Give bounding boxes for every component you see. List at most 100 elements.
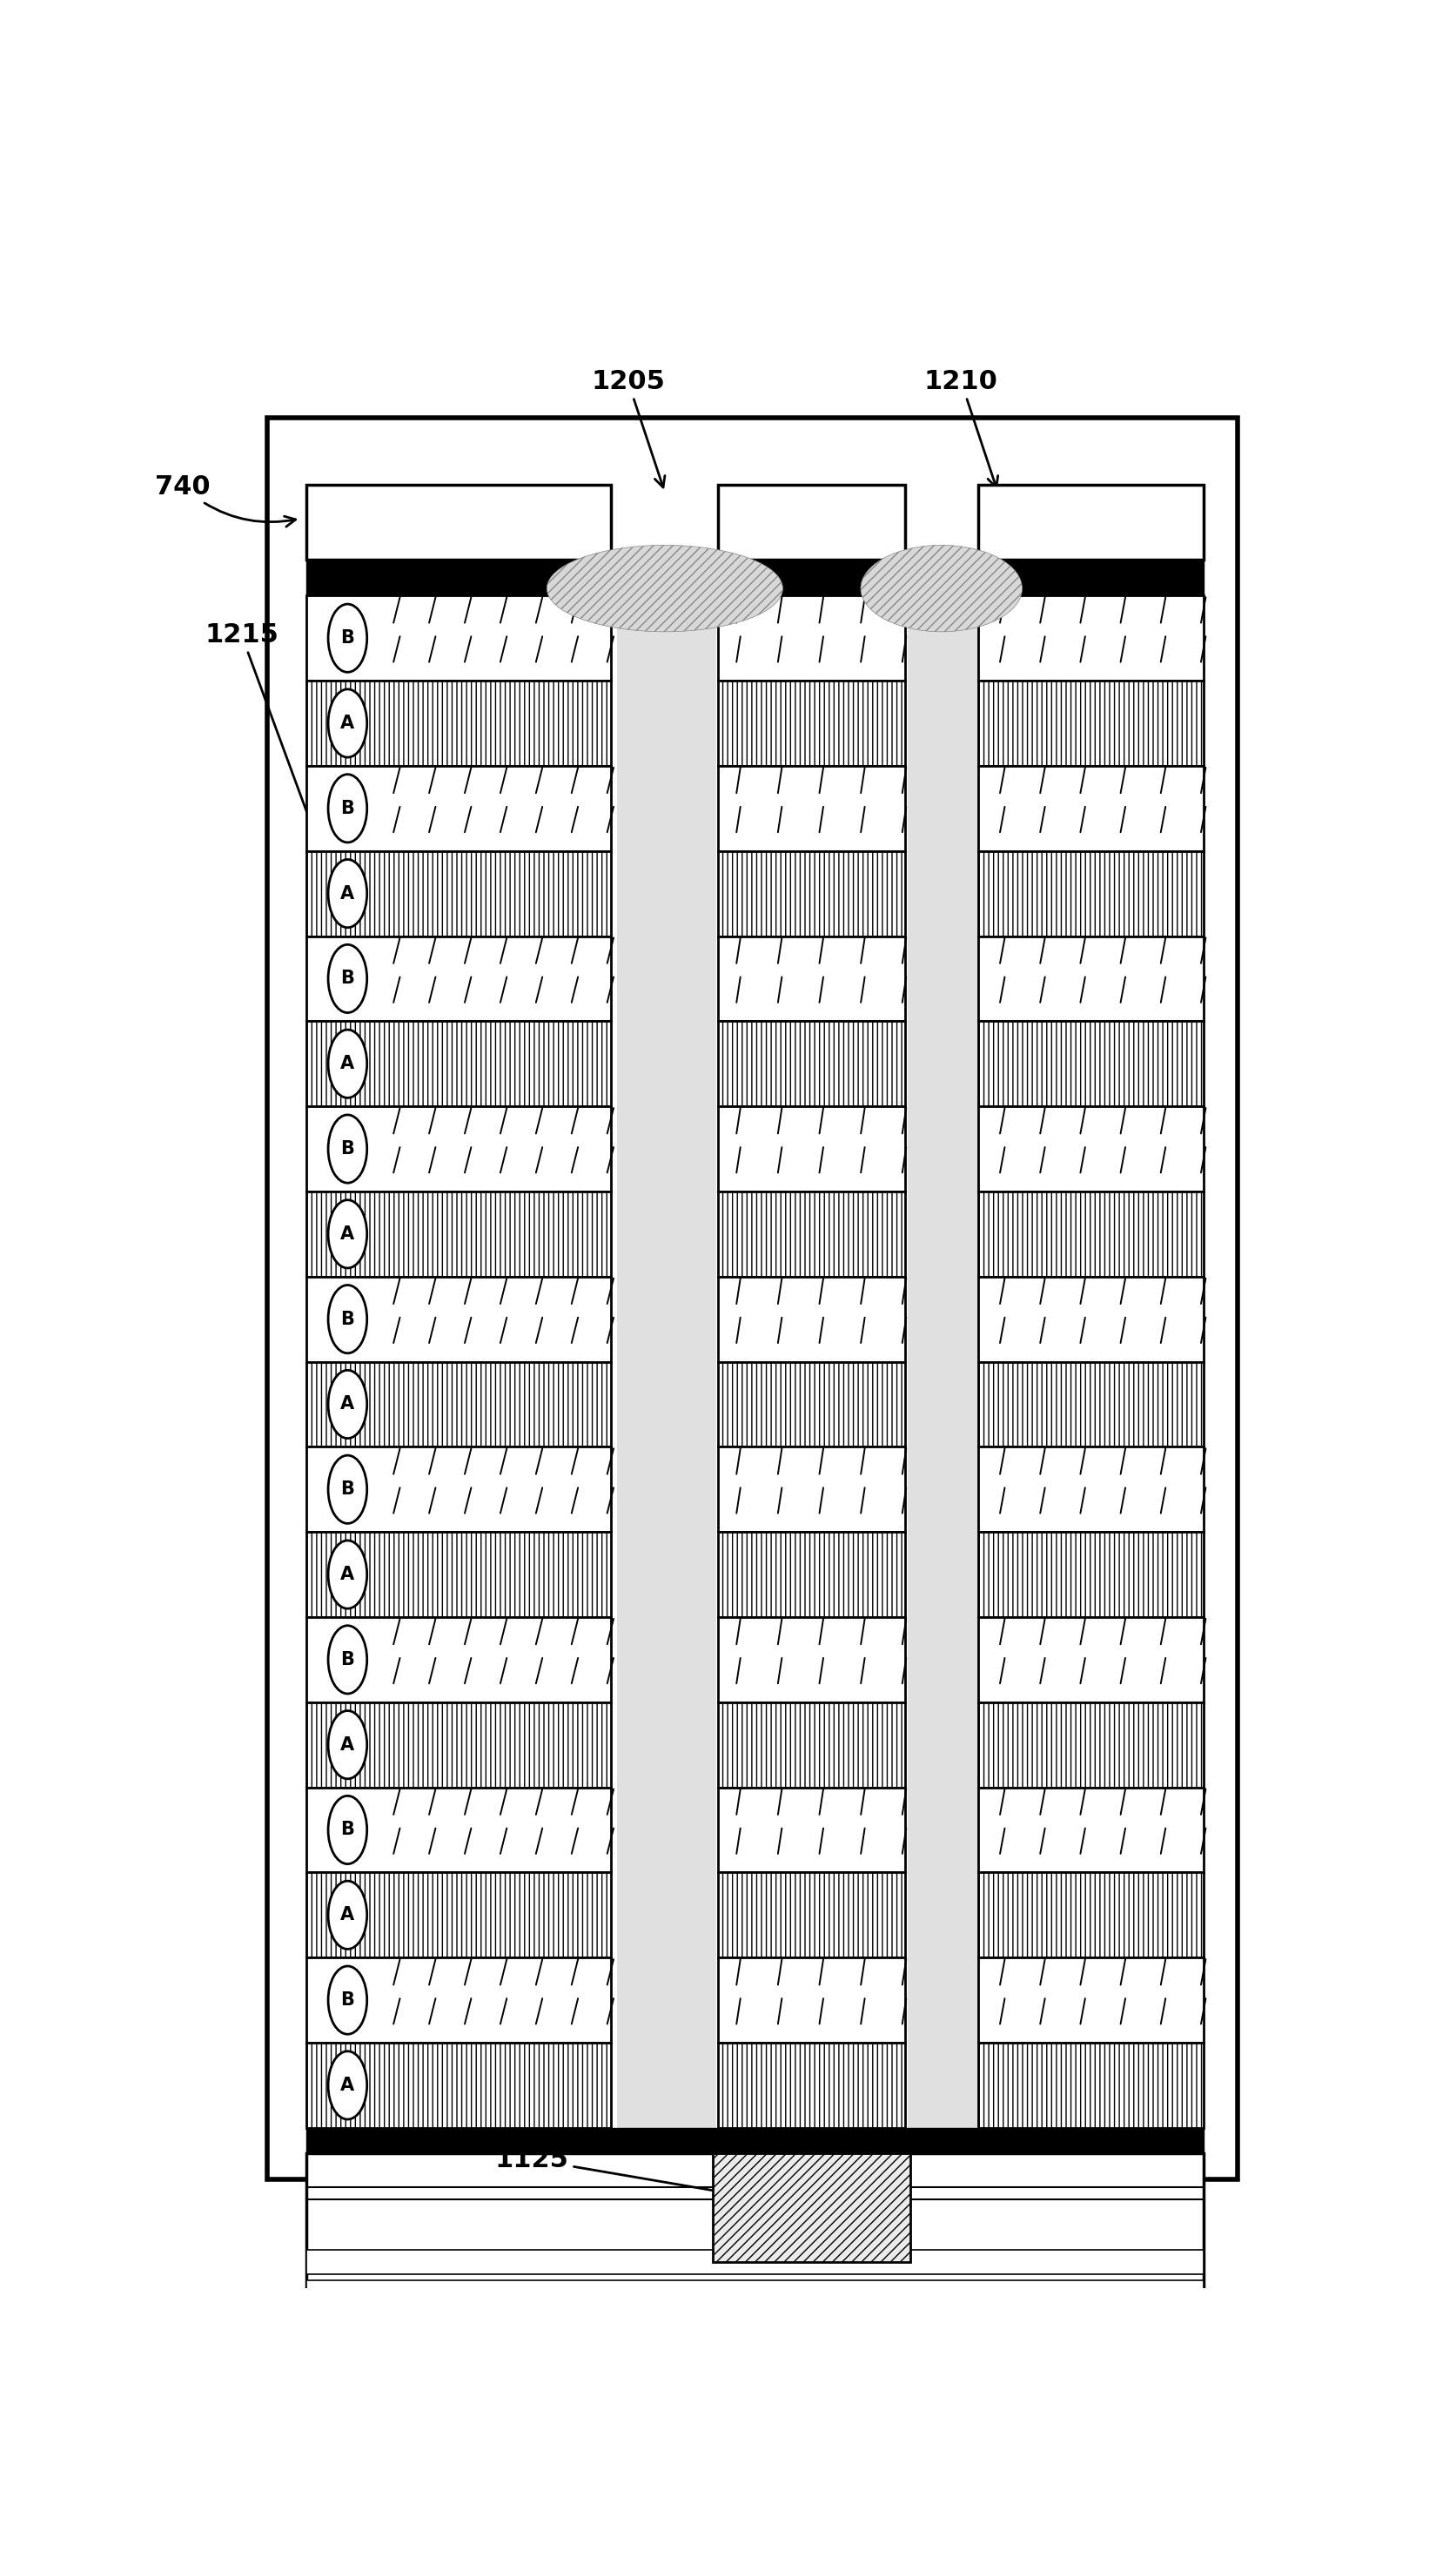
Bar: [306, 1278, 612, 1363]
Bar: [306, 851, 612, 936]
Circle shape: [328, 689, 367, 758]
Bar: [306, 1532, 612, 1617]
Text: B: B: [341, 1820, 354, 1838]
Bar: [306, 1872, 612, 1957]
Ellipse shape: [860, 545, 1022, 632]
Text: B: B: [341, 969, 354, 987]
Text: A: A: [341, 1566, 354, 1584]
Text: A: A: [341, 1396, 354, 1414]
Bar: [977, 1106, 1203, 1190]
Text: 1210: 1210: [923, 370, 997, 488]
Bar: [306, 1957, 612, 2044]
Bar: [977, 1363, 1203, 1447]
Bar: [718, 1447, 904, 1532]
Text: B: B: [341, 1139, 354, 1157]
Bar: [718, 596, 904, 681]
Bar: [718, 486, 904, 560]
Bar: [712, 2154, 910, 2262]
Bar: [306, 2044, 612, 2129]
Circle shape: [328, 1370, 367, 1437]
Bar: [718, 1363, 904, 1447]
Text: B: B: [341, 1481, 354, 1499]
Text: B: B: [341, 1651, 354, 1669]
Bar: [306, 1447, 612, 1532]
Bar: [306, 1787, 612, 1872]
Text: A: A: [341, 1905, 354, 1923]
Circle shape: [328, 859, 367, 928]
Bar: [616, 596, 716, 2154]
Bar: [977, 1021, 1203, 1106]
Bar: [718, 681, 904, 766]
Bar: [718, 1787, 904, 1872]
Text: A: A: [341, 715, 354, 733]
Text: 1205: 1205: [591, 370, 664, 488]
Bar: [718, 1872, 904, 1957]
Circle shape: [328, 774, 367, 843]
Bar: [977, 560, 1203, 596]
Bar: [977, 1532, 1203, 1617]
Bar: [306, 1363, 612, 1447]
Bar: [718, 1617, 904, 1702]
Circle shape: [328, 1710, 367, 1779]
Bar: [907, 596, 977, 2154]
Bar: [306, 1617, 612, 1702]
Bar: [718, 2044, 904, 2129]
Bar: [977, 1957, 1203, 2044]
Text: A: A: [341, 884, 354, 902]
Bar: [977, 1190, 1203, 1278]
Text: B: B: [341, 630, 354, 648]
Bar: [306, 1190, 612, 1278]
Bar: [977, 681, 1203, 766]
Bar: [977, 486, 1203, 560]
Circle shape: [328, 1031, 367, 1098]
Bar: [306, 936, 612, 1021]
Bar: [718, 560, 904, 596]
Bar: [306, 486, 612, 560]
Bar: [718, 1021, 904, 1106]
Text: 1215: 1215: [204, 622, 336, 890]
Bar: [718, 1278, 904, 1363]
Bar: [718, 1532, 904, 1617]
Bar: [306, 1021, 612, 1106]
Circle shape: [328, 1882, 367, 1949]
Bar: [977, 1702, 1203, 1787]
Bar: [718, 1106, 904, 1190]
Bar: [977, 1617, 1203, 1702]
Bar: [306, 681, 612, 766]
Bar: [977, 1872, 1203, 1957]
Text: A: A: [341, 1226, 354, 1242]
Circle shape: [328, 1967, 367, 2034]
Bar: [977, 936, 1203, 1021]
Text: B: B: [341, 1993, 354, 2008]
Bar: [977, 596, 1203, 681]
Circle shape: [328, 1116, 367, 1183]
Bar: [306, 560, 612, 596]
Text: 1125: 1125: [495, 2147, 776, 2206]
Bar: [306, 1702, 612, 1787]
Bar: [718, 1702, 904, 1787]
Text: B: B: [341, 1311, 354, 1327]
Bar: [306, 1106, 612, 1190]
Bar: [977, 2044, 1203, 2129]
Circle shape: [328, 1625, 367, 1694]
Circle shape: [328, 1201, 367, 1268]
Bar: [306, 766, 612, 851]
Bar: [718, 766, 904, 851]
Bar: [306, 2250, 1203, 2273]
Bar: [718, 851, 904, 936]
Circle shape: [328, 1455, 367, 1525]
Circle shape: [328, 604, 367, 671]
Bar: [718, 1957, 904, 2044]
Text: 740: 740: [154, 473, 296, 527]
Circle shape: [328, 1797, 367, 1864]
Bar: [306, 2154, 1203, 2309]
Text: A: A: [341, 1054, 354, 1072]
Text: B: B: [341, 800, 354, 818]
Bar: [977, 1447, 1203, 1532]
Bar: [977, 1278, 1203, 1363]
Circle shape: [328, 1540, 367, 1609]
Ellipse shape: [546, 545, 782, 632]
Bar: [977, 1787, 1203, 1872]
Bar: [977, 766, 1203, 851]
Circle shape: [328, 944, 367, 1013]
